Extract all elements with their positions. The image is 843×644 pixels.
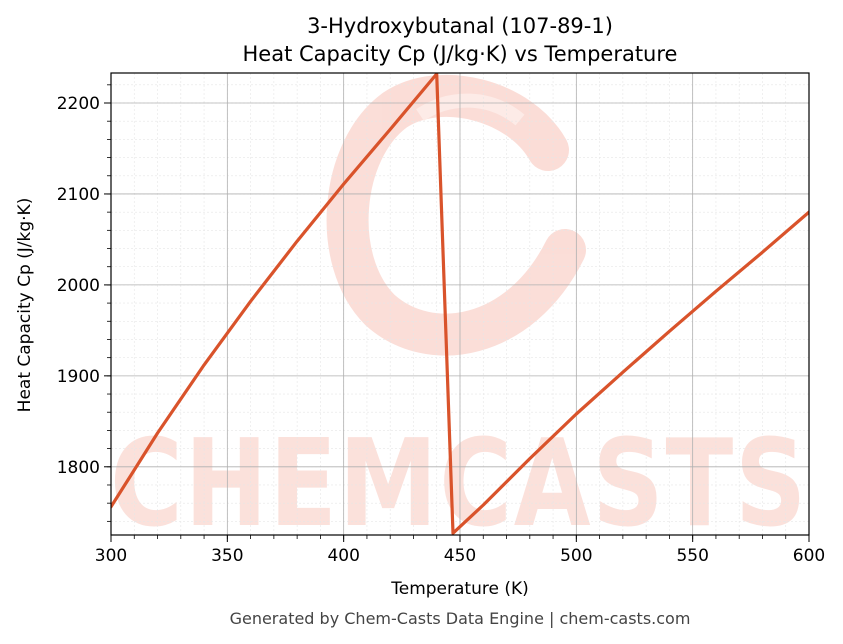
x-tick-label: 350 [211, 546, 243, 566]
footer-credit: Generated by Chem-Casts Data Engine | ch… [230, 609, 691, 628]
x-axis-label: Temperature (K) [390, 579, 529, 599]
chart-title-line2: Heat Capacity Cp (J/kg·K) vs Temperature [243, 42, 678, 66]
x-tick-label: 550 [676, 546, 708, 566]
y-tick-label: 1800 [57, 458, 100, 478]
x-tick-label: 400 [327, 546, 359, 566]
y-tick-label: 2000 [57, 276, 100, 296]
series-line [111, 73, 809, 535]
x-tick-label: 600 [793, 546, 825, 566]
x-axis-ticks: 300 350 400 450 500 550 600 [95, 535, 825, 566]
y-tick-label: 1900 [57, 367, 100, 387]
x-tick-label: 500 [560, 546, 592, 566]
y-tick-label: 2200 [57, 94, 100, 114]
watermark: CHEMCASTS [110, 75, 808, 554]
watermark-text: CHEMCASTS [110, 415, 808, 554]
y-axis-label: Heat Capacity Cp (J/kg·K) [15, 198, 35, 413]
x-tick-label: 300 [95, 546, 127, 566]
series-layer [111, 73, 809, 535]
x-tick-label: 450 [444, 546, 476, 566]
y-axis-ticks: 1800 1900 2000 2100 2200 [57, 84, 111, 522]
chart-title-line1: 3-Hydroxybutanal (107-89-1) [307, 14, 613, 38]
watermark-logo-icon [326, 75, 586, 356]
y-tick-label: 2100 [57, 185, 100, 205]
